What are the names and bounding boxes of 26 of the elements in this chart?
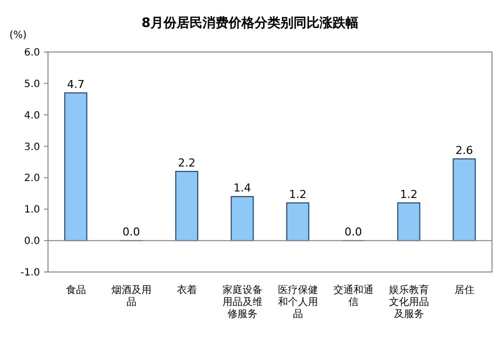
- data-label: 2.6: [456, 144, 473, 157]
- data-label: 0.0: [344, 226, 362, 239]
- y-tick-label: -1.0: [20, 268, 40, 278]
- data-label: 1.2: [400, 188, 418, 201]
- data-label: 2.2: [178, 156, 196, 170]
- y-tick-label: 2.0: [24, 173, 40, 184]
- chart-title: 8月份居民消费价格分类别同比涨跌幅: [141, 16, 359, 31]
- x-tick-label: 娱乐教育文化用品及服务: [388, 284, 429, 320]
- x-tick-label: 居住: [454, 285, 474, 296]
- y-axis-title: (%): [9, 30, 27, 41]
- x-tick-label: 家庭设备用品及维修服务: [222, 284, 262, 320]
- data-label: 1.4: [234, 182, 251, 195]
- x-tick-label: 烟酒及用品: [111, 284, 152, 308]
- x-tick-label: 食品: [66, 284, 86, 296]
- y-tick-label: 6.0: [24, 48, 40, 58]
- y-tick-label: 4.0: [24, 110, 40, 122]
- data-label: 4.7: [67, 78, 84, 91]
- y-tick-label: 3.0: [24, 142, 40, 153]
- y-tick-label: 0.0: [24, 236, 40, 248]
- data-label: 0.0: [122, 226, 140, 239]
- x-tick-label: 交通和通信: [333, 284, 374, 308]
- x-tick-label: 衣着: [176, 284, 197, 296]
- data-label: 1.2: [289, 188, 306, 201]
- x-tick-label: 医疗保健和个人用品: [278, 284, 318, 320]
- y-tick-label: 1.0: [24, 204, 40, 216]
- y-tick-label: 5.0: [24, 78, 40, 90]
